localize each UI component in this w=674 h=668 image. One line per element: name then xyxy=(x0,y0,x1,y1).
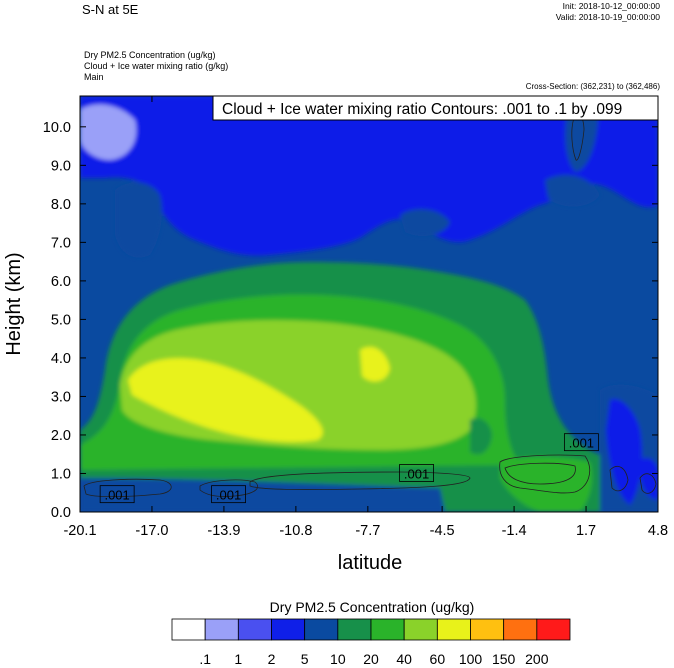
colorbar-label: 40 xyxy=(396,651,412,667)
contour-label: .001 xyxy=(216,488,241,503)
field-name-pm25: Dry PM2.5 Concentration (ug/kg) xyxy=(84,50,216,60)
y-tick-label: 4.0 xyxy=(51,351,71,367)
colorbar-swatch xyxy=(470,618,505,641)
y-tick-label: 3.0 xyxy=(51,389,71,405)
contour-label: .001 xyxy=(404,466,429,481)
cross-section-label: Cross-Section: (362,231) to (362,486) xyxy=(525,82,660,91)
colorbar-swatch xyxy=(403,618,438,641)
colorbar-swatch xyxy=(304,618,339,641)
cloud-contours xyxy=(83,114,657,498)
contour-info-text: Cloud + Ice water mixing ratio Contours:… xyxy=(222,101,622,118)
x-tick-label: 4.8 xyxy=(648,523,668,539)
y-tick-label: 10.0 xyxy=(43,120,71,136)
colorbar-label: 60 xyxy=(430,651,446,667)
init-time: Init: 2018-10-12_00:00:00 xyxy=(562,1,660,11)
x-tick-label: -7.7 xyxy=(355,523,380,539)
y-tick-label: 5.0 xyxy=(51,312,71,328)
contour-label: .001 xyxy=(569,436,594,451)
valid-time: Valid: 2018-10-19_00:00:00 xyxy=(555,12,660,22)
colorbar-label: .1 xyxy=(199,651,211,667)
x-tick-label: -13.9 xyxy=(207,523,240,539)
colorbar: .1 1 2 5 10 20 40 60 100 150 200 xyxy=(171,618,571,667)
colorbar-label: 10 xyxy=(330,651,346,667)
x-tick-label: -17.0 xyxy=(135,523,168,539)
field-name-cloud: Cloud + Ice water mixing ratio (g/kg) xyxy=(84,61,229,71)
concentration-field xyxy=(80,96,658,512)
contour-label-box xyxy=(211,485,246,504)
colorbar-label: 20 xyxy=(363,651,379,667)
contour-info-box xyxy=(212,95,659,121)
x-axis-label: latitude xyxy=(338,552,403,574)
contour-label: .001 xyxy=(104,488,129,503)
y-tick-label: 0.0 xyxy=(51,505,71,521)
y-tick-label: 7.0 xyxy=(51,235,71,251)
y-axis-label: Height (km) xyxy=(3,252,25,355)
colorbar-label: 100 xyxy=(459,651,483,667)
colorbar-swatch xyxy=(337,618,372,641)
colorbar-label: 150 xyxy=(492,651,516,667)
x-tick-label: 1.7 xyxy=(576,523,596,539)
colorbar-swatch xyxy=(503,618,538,641)
colorbar-label: 5 xyxy=(301,651,309,667)
colorbar-label: 2 xyxy=(268,651,276,667)
colorbar-swatch xyxy=(237,618,272,641)
colorbar-swatch xyxy=(204,618,239,641)
colorbar-swatch xyxy=(171,618,206,641)
field-name-main: Main xyxy=(84,72,104,82)
contour-label-box xyxy=(563,433,599,452)
x-tick-label: -20.1 xyxy=(63,523,96,539)
y-tick-label: 9.0 xyxy=(51,158,71,174)
colorbar-label: 1 xyxy=(234,651,242,667)
colorbar-swatch xyxy=(436,618,471,641)
x-tick-label: -10.8 xyxy=(279,523,312,539)
y-tick-label: 2.0 xyxy=(51,428,71,444)
x-tick-label: -4.5 xyxy=(430,523,455,539)
contour-label-box xyxy=(399,464,434,482)
colorbar-swatch xyxy=(271,618,306,641)
colorbar-title: Dry PM2.5 Concentration (ug/kg) xyxy=(270,599,475,615)
contour-labels: .001 .001 .001 .001 xyxy=(99,433,599,504)
plot-title: S-N at 5E xyxy=(82,2,139,17)
y-tick-label: 8.0 xyxy=(51,197,71,213)
contour-label-box xyxy=(99,485,135,504)
x-tick-label: -1.4 xyxy=(502,523,527,539)
y-tick-label: 6.0 xyxy=(51,274,71,290)
colorbar-swatch xyxy=(370,618,405,641)
y-tick-label: 1.0 xyxy=(51,466,71,482)
colorbar-label: 200 xyxy=(525,651,549,667)
axes: -20.1 -17.0 -13.9 -10.8 -7.7 -4.5 -1.4 1.7 4.8 0.… xyxy=(43,96,668,539)
colorbar-swatch xyxy=(536,618,571,641)
